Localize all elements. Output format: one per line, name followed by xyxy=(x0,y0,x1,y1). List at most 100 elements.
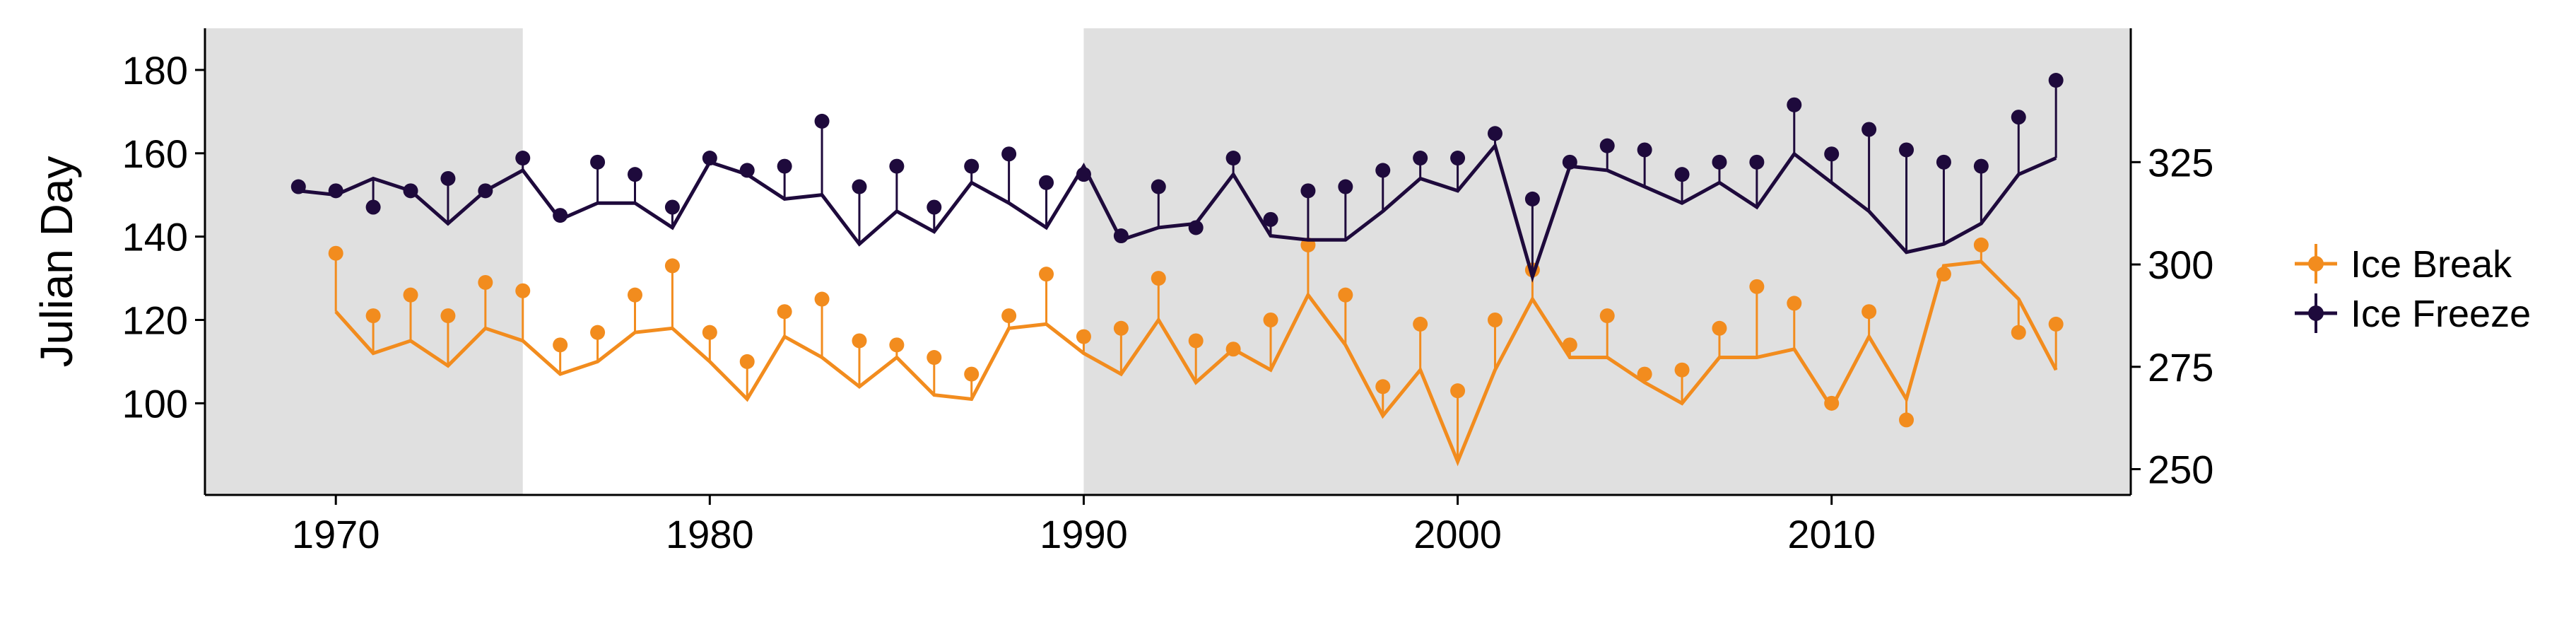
ice-break-point xyxy=(664,258,680,274)
ice-freeze-point xyxy=(290,179,306,194)
ice-freeze-point xyxy=(1338,179,1353,194)
axes xyxy=(204,28,2132,496)
ice-freeze-point xyxy=(1749,154,1765,170)
y-left-tick-label: 140 xyxy=(122,215,188,259)
ice-freeze-point xyxy=(702,151,717,166)
ice-freeze-point xyxy=(1524,191,1540,206)
ice-break-point xyxy=(1039,267,1054,282)
ice-freeze-point xyxy=(927,199,942,215)
ice-break-point xyxy=(1973,237,1989,252)
ice-break-point xyxy=(1487,313,1502,327)
ice-freeze-point xyxy=(328,183,343,199)
ice-freeze-point xyxy=(777,158,792,174)
y-right-tick-label: 300 xyxy=(2148,243,2213,287)
legend-marker-ice-break xyxy=(2308,256,2324,272)
legend-item-ice-break: Ice Break xyxy=(2295,243,2512,286)
ice-break-point xyxy=(1338,287,1353,303)
ice-break-point xyxy=(1562,337,1577,353)
ice-freeze-point xyxy=(1599,138,1615,153)
ice-freeze-point xyxy=(1076,167,1091,182)
ice-break-point xyxy=(590,325,606,340)
ice-freeze-point xyxy=(1413,151,1428,166)
ice-freeze-modeled-line xyxy=(298,141,2057,283)
ice-freeze-point xyxy=(1300,183,1316,199)
ice-freeze-point xyxy=(1824,146,1840,162)
ice-break-point xyxy=(553,337,568,353)
ice-break-point xyxy=(1225,342,1241,357)
ice-break-point xyxy=(1637,366,1652,382)
x-tick-label: 1980 xyxy=(666,512,754,556)
ice-freeze-point xyxy=(1674,167,1690,182)
ice-break-point xyxy=(927,350,942,366)
ice-break-point xyxy=(1787,296,1802,311)
ice-freeze-point xyxy=(1039,175,1054,190)
ice-freeze-point xyxy=(440,170,456,186)
shaded-periods xyxy=(205,28,2131,495)
ice-freeze-point xyxy=(852,179,867,194)
ice-freeze-point xyxy=(664,199,680,215)
ice-break-point xyxy=(440,308,456,324)
legend-label-ice-freeze: Ice Freeze xyxy=(2351,293,2531,335)
ice-break-point xyxy=(1674,362,1690,378)
ice-freeze-point xyxy=(1862,122,1877,137)
ice-freeze-point xyxy=(1637,142,1652,158)
ice-freeze-point xyxy=(2048,73,2064,88)
ice-freeze-point xyxy=(515,151,531,166)
ice-break-point xyxy=(702,325,717,340)
ice-freeze-series xyxy=(290,73,2064,283)
ice-freeze-point xyxy=(1936,154,1951,170)
ice-break-point xyxy=(1899,412,1915,428)
shaded-period-0 xyxy=(205,28,523,495)
ice-freeze-point xyxy=(1787,97,1802,112)
ice-break-point xyxy=(1936,267,1951,282)
ice-break-point xyxy=(1263,313,1278,327)
ice-break-point xyxy=(2048,316,2064,332)
ice-break-modeled-line xyxy=(334,259,2058,467)
y-left-tick-label: 180 xyxy=(122,48,188,93)
y-right-tick-label: 250 xyxy=(2148,448,2213,492)
ice-break-point xyxy=(1413,316,1428,332)
ice-break-point xyxy=(1188,333,1204,349)
ice-freeze-point xyxy=(2011,110,2026,125)
ice-break-point xyxy=(852,333,867,349)
ice-freeze-point xyxy=(814,113,830,129)
ice-freeze-point xyxy=(1899,142,1915,158)
ice-break-point xyxy=(403,287,418,303)
ice-break-point xyxy=(1076,329,1091,344)
ice-break-point xyxy=(1824,395,1840,411)
x-tick-label: 2010 xyxy=(1787,512,1876,556)
ice-break-series xyxy=(328,237,2064,467)
ice-freeze-point xyxy=(553,208,568,223)
y-axis-title: Julian Day xyxy=(31,156,82,368)
ice-freeze-point xyxy=(1113,228,1129,244)
ice-freeze-point xyxy=(1151,179,1166,194)
ice-freeze-point xyxy=(403,183,418,199)
ice-break-point xyxy=(889,337,905,353)
ice-freeze-point xyxy=(889,158,905,174)
x-tick-label: 2000 xyxy=(1413,512,1502,556)
ice-freeze-point xyxy=(1712,154,1727,170)
legend-marker-ice-freeze xyxy=(2308,305,2324,321)
ice-break-point xyxy=(1113,320,1129,336)
ice-break-point xyxy=(365,308,381,324)
legend-item-ice-freeze: Ice Freeze xyxy=(2295,293,2531,335)
ice-break-point xyxy=(328,245,343,261)
ice-freeze-point xyxy=(1375,163,1391,178)
ice-break-point xyxy=(478,274,493,290)
ice-freeze-point xyxy=(627,167,642,182)
ice-freeze-point xyxy=(1001,146,1017,162)
ice-break-point xyxy=(814,291,830,307)
x-tick-label: 1970 xyxy=(292,512,380,556)
ice-break-point xyxy=(1151,271,1166,286)
ice-break-point xyxy=(1375,379,1391,395)
y-left-tick-label: 100 xyxy=(122,381,188,426)
ice-freeze-point xyxy=(365,199,381,215)
y-left-tick-label: 120 xyxy=(122,298,188,343)
ice-freeze-point xyxy=(739,163,755,178)
ice-break-point xyxy=(964,366,980,382)
ice-break-point xyxy=(627,287,642,303)
shaded-period-1 xyxy=(1083,28,2131,495)
ice-break-point xyxy=(1001,308,1017,324)
ice-freeze-point xyxy=(1263,211,1278,227)
